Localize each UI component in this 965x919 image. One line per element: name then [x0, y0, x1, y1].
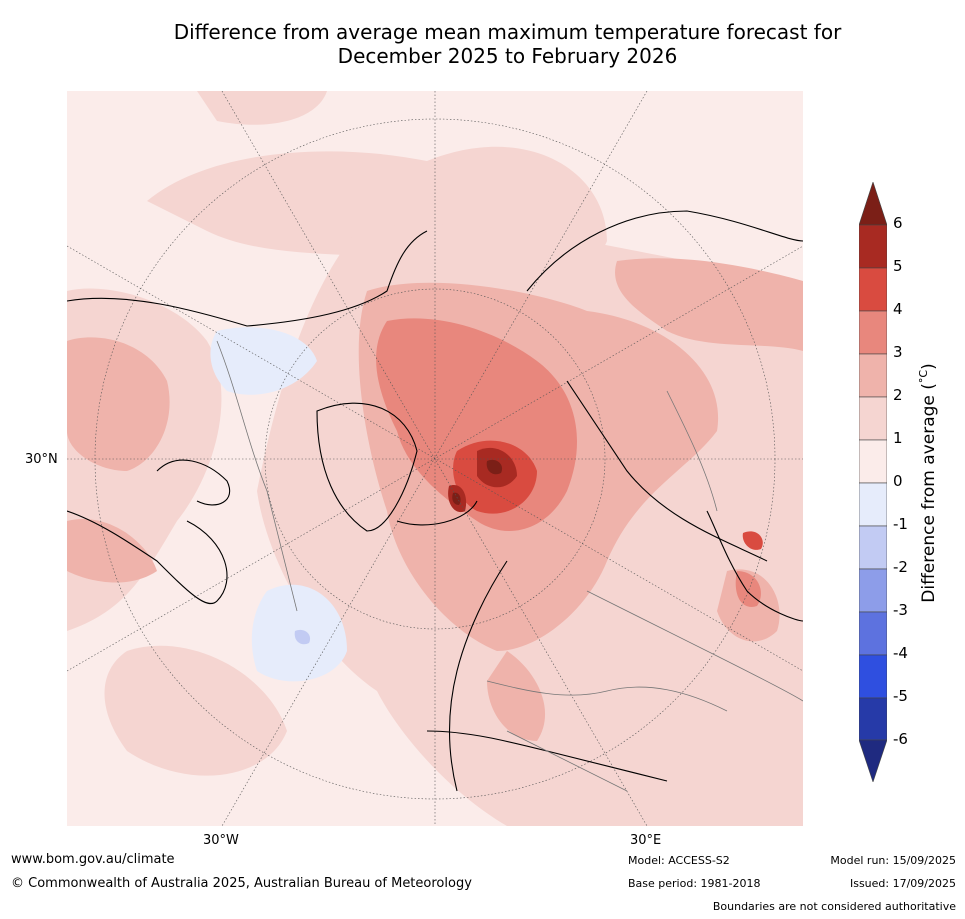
colorbar-band-3-4 — [859, 310, 887, 355]
lon-label-30w: 30°W — [203, 833, 239, 848]
colorbar-tick: -2 — [893, 558, 908, 576]
footer-model-run: Model run: 15/09/2025 — [830, 854, 956, 867]
colorbar-band-m2-m1 — [859, 525, 887, 570]
footer-model: Model: ACCESS-S2 — [628, 854, 730, 867]
colorbar-band-5-6 — [859, 224, 887, 269]
colorbar-band-0-1 — [859, 439, 887, 484]
colorbar-extend-low — [859, 739, 887, 782]
footer-base-period: Base period: 1981-2018 — [628, 877, 761, 890]
lon-label-30e: 30°E — [630, 833, 662, 848]
colorbar-band-4-5 — [859, 267, 887, 312]
title-line-1: Difference from average mean maximum tem… — [173, 20, 842, 44]
colorbar-tick: -5 — [893, 687, 908, 705]
title-line-2: December 2025 to February 2026 — [337, 44, 678, 68]
colorbar-extend-high — [859, 182, 887, 226]
colorbar-band-m5-m4 — [859, 654, 887, 699]
graticule — [67, 91, 803, 826]
colorbar-band-m6-m5 — [859, 697, 887, 741]
anomaly-minus-2-minus-1-regions — [294, 629, 311, 645]
colorbar-band-m4-m3 — [859, 611, 887, 656]
anomaly-above-6-regions — [452, 459, 503, 505]
footer-copyright: © Commonwealth of Australia 2025, Austra… — [11, 876, 472, 891]
footer-disclaimer: Boundaries are not considered authoritat… — [712, 900, 956, 913]
colorbar-tick: 1 — [893, 429, 903, 447]
colorbar-band-m3-m2 — [859, 568, 887, 613]
colorbar-tick: 0 — [893, 472, 903, 490]
footer-url: www.bom.gov.au/climate — [11, 852, 175, 867]
country-borders — [216, 340, 803, 792]
colorbar-tick: 2 — [893, 386, 903, 404]
footer-issued: Issued: 17/09/2025 — [849, 877, 956, 890]
colorbar-tick: 4 — [893, 300, 903, 318]
colorbar-tick: -3 — [893, 601, 908, 619]
colorbar-band-m1-0 — [859, 482, 887, 527]
colorbar-tick: -6 — [893, 730, 908, 748]
map-title: Difference from average mean maximum tem… — [0, 20, 965, 68]
colorbar-tick: 6 — [893, 214, 903, 232]
colorbar-tick: -4 — [893, 644, 908, 662]
colorbar-band-2-3 — [859, 353, 887, 398]
temperature-anomaly-map — [67, 91, 803, 826]
colorbar-band-1-2 — [859, 396, 887, 441]
lat-label-30n: 30°N — [25, 452, 58, 467]
colorbar-tick: 5 — [893, 257, 903, 275]
colorbar — [859, 182, 887, 782]
colorbar-tick: 3 — [893, 343, 903, 361]
colorbar-tick: -1 — [893, 515, 908, 533]
colorbar-label: Difference from average (°C) — [917, 363, 939, 603]
